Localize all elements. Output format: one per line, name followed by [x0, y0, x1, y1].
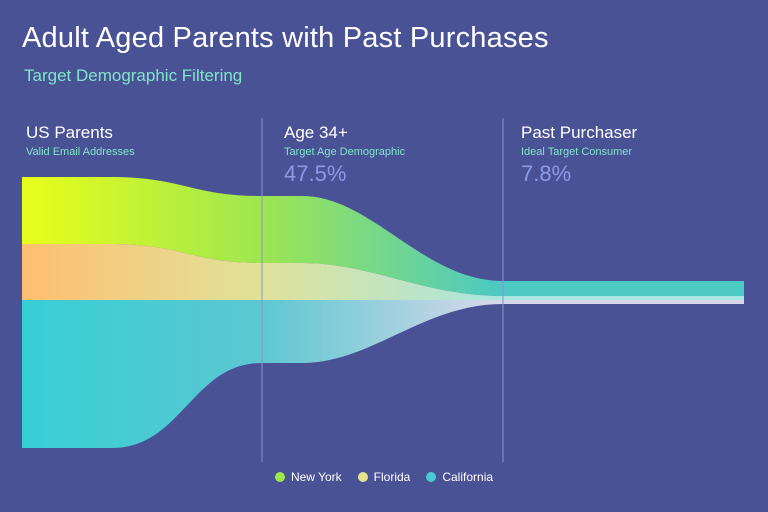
legend-item-new-york: New York	[274, 470, 342, 484]
funnel-band-florida	[22, 244, 744, 300]
chart-title: Adult Aged Parents with Past Purchases	[22, 22, 549, 54]
legend-swatch	[426, 472, 437, 482]
stage-past-purchaser: Past Purchaser Ideal Target Consumer 7.8…	[521, 123, 637, 187]
legend-swatch	[357, 472, 368, 482]
stage-percentage: 7.8%	[521, 161, 572, 186]
chart-subtitle: Target Demographic Filtering	[24, 66, 243, 85]
legend-label: California	[442, 470, 494, 484]
stage-description: Valid Email Addresses	[26, 146, 135, 158]
stage-us-parents: US Parents Valid Email Addresses	[26, 123, 135, 158]
stage-age-34: Age 34+ Target Age Demographic 47.5%	[284, 123, 405, 187]
stage-description: Ideal Target Consumer	[521, 146, 633, 158]
stage-percentage: 47.5%	[284, 161, 347, 186]
legend-swatch	[274, 472, 285, 482]
stage-name: US Parents	[26, 123, 113, 142]
legend-item-florida: Florida	[357, 470, 411, 484]
legend-item-california: California	[426, 470, 493, 484]
stage-description: Target Age Demographic	[284, 146, 406, 158]
funnel-band-california	[22, 300, 744, 448]
legend-label: New York	[290, 470, 342, 484]
stage-name: Age 34+	[284, 123, 348, 142]
funnel-band-new-york	[22, 177, 744, 296]
legend-label: Florida	[373, 470, 411, 484]
legend: New York Florida California	[0, 470, 768, 484]
stage-name: Past Purchaser	[521, 123, 638, 142]
